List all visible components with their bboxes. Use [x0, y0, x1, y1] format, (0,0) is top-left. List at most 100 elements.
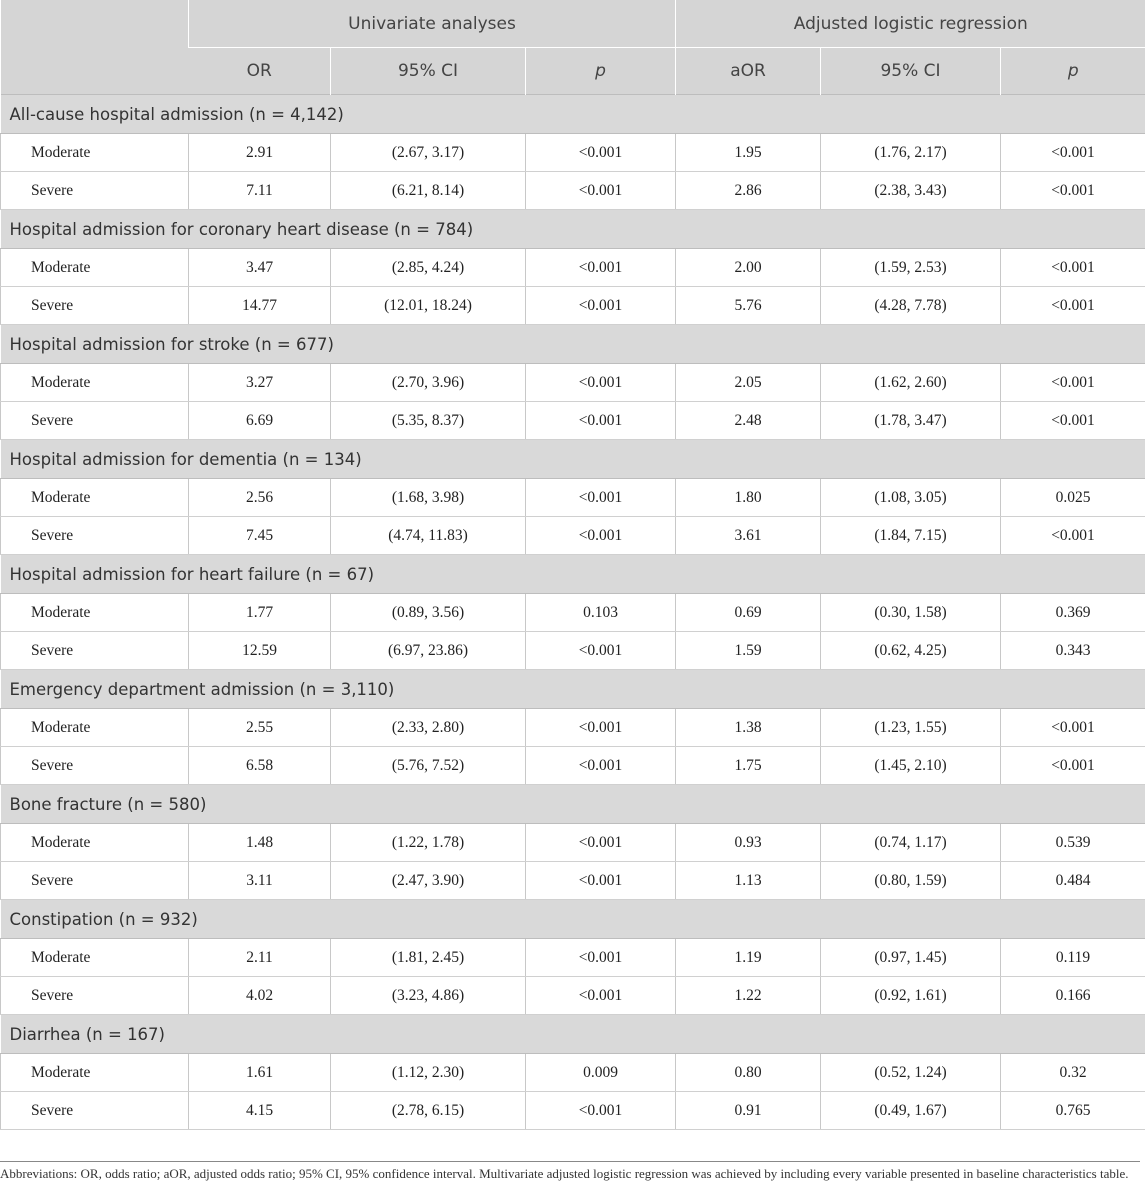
adj-p-value: 0.025 — [999, 478, 1145, 517]
table-row: Moderate 2.55 (2.33, 2.80) <0.001 1.38 (1.23,… — [0, 708, 1145, 747]
adj-ci-value: (0.62, 4.25) — [820, 631, 1001, 670]
col-header-or: OR — [188, 47, 331, 95]
or-value: 3.27 — [188, 363, 331, 402]
col-header-adj-p: p — [999, 47, 1145, 95]
row-label: Moderate — [0, 248, 189, 287]
outcome-group-row: Bone fracture (n = 580) — [0, 784, 1145, 824]
ci-value: (1.81, 2.45) — [330, 938, 526, 977]
or-value: 6.58 — [188, 746, 331, 785]
ci-value: (5.76, 7.52) — [330, 746, 526, 785]
adj-ci-value: (0.80, 1.59) — [820, 861, 1001, 900]
adj-p-value: 0.765 — [999, 1091, 1145, 1130]
or-value: 3.11 — [188, 861, 331, 900]
ci-value: (6.97, 23.86) — [330, 631, 526, 670]
adj-p-value: 0.166 — [999, 976, 1145, 1015]
or-value: 2.91 — [188, 133, 331, 172]
aor-value: 1.59 — [675, 631, 821, 670]
adj-p-value: 0.484 — [999, 861, 1145, 900]
p-value: <0.001 — [525, 746, 676, 785]
adj-p-value: <0.001 — [999, 363, 1145, 402]
adj-ci-value: (2.38, 3.43) — [820, 171, 1001, 210]
or-value: 14.77 — [188, 286, 331, 325]
table-row: Severe 3.11 (2.47, 3.90) <0.001 1.13 (0.80, 1… — [0, 861, 1145, 900]
row-label: Severe — [0, 861, 189, 900]
col-header-p: p — [525, 47, 676, 95]
table-header: Univariate analyses Adjusted logistic re… — [0, 0, 1145, 95]
row-label: Moderate — [0, 708, 189, 747]
table-row: Severe 4.15 (2.78, 6.15) <0.001 0.91 (0.49, 1… — [0, 1091, 1145, 1130]
row-label: Moderate — [0, 363, 189, 402]
row-label: Severe — [0, 401, 189, 440]
row-label: Severe — [0, 286, 189, 325]
outcome-group-title: Bone fracture (n = 580) — [0, 784, 1145, 824]
outcome-group-row: Constipation (n = 932) — [0, 899, 1145, 939]
row-label: Severe — [0, 1091, 189, 1130]
adj-ci-value: (1.08, 3.05) — [820, 478, 1001, 517]
adj-ci-value: (0.30, 1.58) — [820, 593, 1001, 632]
p-value: 0.009 — [525, 1053, 676, 1092]
ci-value: (1.12, 2.30) — [330, 1053, 526, 1092]
ci-value: (4.74, 11.83) — [330, 516, 526, 555]
table-row: Severe 4.02 (3.23, 4.86) <0.001 1.22 (0.92, 1… — [0, 976, 1145, 1015]
header-blank-cell — [0, 0, 189, 95]
row-label: Moderate — [0, 938, 189, 977]
adj-ci-value: (0.52, 1.24) — [820, 1053, 1001, 1092]
row-label: Moderate — [0, 478, 189, 517]
aor-value: 0.93 — [675, 823, 821, 862]
ci-value: (1.68, 3.98) — [330, 478, 526, 517]
table-row: Moderate 2.91 (2.67, 3.17) <0.001 1.95 (1.76,… — [0, 133, 1145, 172]
row-label: Moderate — [0, 593, 189, 632]
p-value: <0.001 — [525, 938, 676, 977]
table-row: Severe 6.69 (5.35, 8.37) <0.001 2.48 (1.78, 3… — [0, 401, 1145, 440]
p-value: <0.001 — [525, 171, 676, 210]
results-table-container: Univariate analyses Adjusted logistic re… — [0, 0, 1145, 1130]
aor-value: 1.75 — [675, 746, 821, 785]
col-header-aor: aOR — [675, 47, 821, 95]
ci-value: (2.85, 4.24) — [330, 248, 526, 287]
ci-value: (2.33, 2.80) — [330, 708, 526, 747]
p-value: <0.001 — [525, 363, 676, 402]
outcome-group-row: Hospital admission for coronary heart di… — [0, 209, 1145, 249]
table-row: Severe 12.59 (6.97, 23.86) <0.001 1.59 (0.62,… — [0, 631, 1145, 670]
p-value: <0.001 — [525, 133, 676, 172]
table-row: Moderate 2.56 (1.68, 3.98) <0.001 1.80 (1.08,… — [0, 478, 1145, 517]
outcome-group-row: Hospital admission for heart failure (n … — [0, 554, 1145, 594]
adj-p-value: 0.343 — [999, 631, 1145, 670]
ci-value: (5.35, 8.37) — [330, 401, 526, 440]
p-value: <0.001 — [525, 248, 676, 287]
or-value: 12.59 — [188, 631, 331, 670]
outcome-group-row: Diarrhea (n = 167) — [0, 1014, 1145, 1054]
aor-value: 1.13 — [675, 861, 821, 900]
adj-p-value: <0.001 — [999, 248, 1145, 287]
adj-p-value: <0.001 — [999, 286, 1145, 325]
or-value: 7.45 — [188, 516, 331, 555]
aor-value: 2.05 — [675, 363, 821, 402]
adj-p-value: <0.001 — [999, 746, 1145, 785]
outcome-group-title: Hospital admission for dementia (n = 134… — [0, 439, 1145, 479]
row-label: Moderate — [0, 823, 189, 862]
adj-p-value: <0.001 — [999, 171, 1145, 210]
outcome-group-row: Emergency department admission (n = 3,11… — [0, 669, 1145, 709]
ci-value: (1.22, 1.78) — [330, 823, 526, 862]
adj-ci-value: (0.49, 1.67) — [820, 1091, 1001, 1130]
p-value: <0.001 — [525, 708, 676, 747]
outcome-group-row: Hospital admission for dementia (n = 134… — [0, 439, 1145, 479]
or-value: 4.02 — [188, 976, 331, 1015]
or-value: 4.15 — [188, 1091, 331, 1130]
row-label: Moderate — [0, 1053, 189, 1092]
or-value: 1.48 — [188, 823, 331, 862]
ci-value: (3.23, 4.86) — [330, 976, 526, 1015]
row-label: Severe — [0, 516, 189, 555]
adj-ci-value: (1.45, 2.10) — [820, 746, 1001, 785]
adj-ci-value: (1.62, 2.60) — [820, 363, 1001, 402]
row-label: Severe — [0, 631, 189, 670]
aor-value: 0.80 — [675, 1053, 821, 1092]
adj-ci-value: (0.74, 1.17) — [820, 823, 1001, 862]
p-value: <0.001 — [525, 401, 676, 440]
row-label: Severe — [0, 746, 189, 785]
table-row: Moderate 3.47 (2.85, 4.24) <0.001 2.00 (1.59,… — [0, 248, 1145, 287]
aor-value: 2.00 — [675, 248, 821, 287]
table-row: Moderate 2.11 (1.81, 2.45) <0.001 1.19 (0.97,… — [0, 938, 1145, 977]
outcome-group-title: Hospital admission for heart failure (n … — [0, 554, 1145, 594]
row-label: Moderate — [0, 133, 189, 172]
